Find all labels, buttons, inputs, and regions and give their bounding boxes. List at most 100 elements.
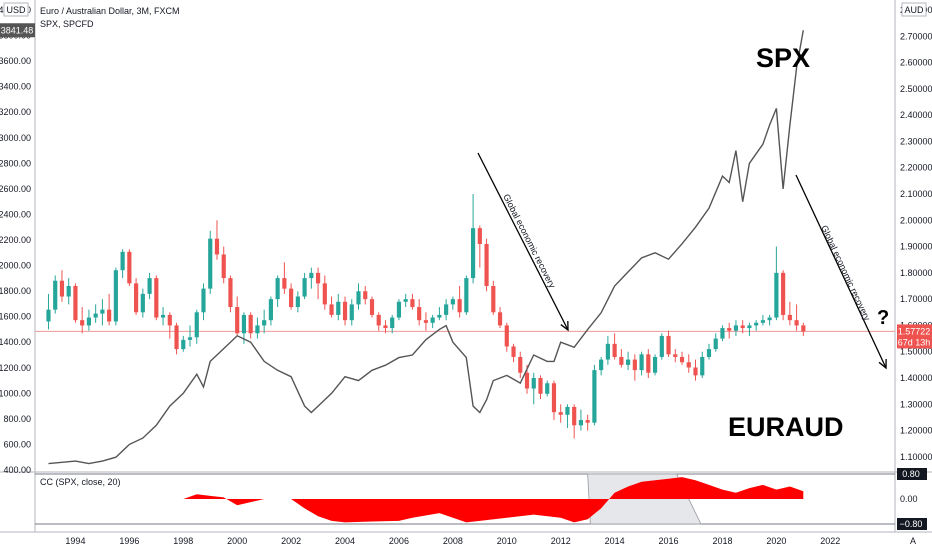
candle-body xyxy=(120,251,125,271)
candle xyxy=(356,283,361,310)
candle-body xyxy=(497,312,503,326)
candle-body xyxy=(477,228,482,244)
right-tick-label: 2.70000 xyxy=(900,31,932,41)
candle-body xyxy=(538,378,543,394)
left-tick-label: 2400.00 xyxy=(0,209,31,219)
candle-body xyxy=(774,272,779,318)
candle-body xyxy=(255,325,260,334)
candle xyxy=(194,309,199,344)
candle-body xyxy=(484,243,489,286)
right-tick-label: 2.40000 xyxy=(900,110,932,120)
candle-body xyxy=(801,325,806,332)
candle xyxy=(221,246,226,284)
candle-body xyxy=(430,317,435,323)
right-last-value: 1.57722 xyxy=(898,326,931,336)
candle xyxy=(659,333,664,360)
candle xyxy=(518,351,523,378)
left-tick-label: 2200.00 xyxy=(0,235,31,245)
candle-body xyxy=(417,307,422,321)
candle-body xyxy=(59,280,65,297)
candle-body xyxy=(781,272,786,315)
candle-body xyxy=(572,406,577,426)
candle-body xyxy=(134,283,139,313)
candle-body xyxy=(612,343,617,357)
left-tick-label: 800.00 xyxy=(3,414,31,424)
x-tick-label: 2006 xyxy=(389,536,409,546)
candle-body xyxy=(140,293,145,313)
candle xyxy=(275,275,280,308)
spx-line xyxy=(48,30,804,465)
candle-body xyxy=(268,299,273,321)
candle xyxy=(484,238,489,292)
candle xyxy=(167,312,172,339)
cc-area xyxy=(183,477,804,523)
candle-body xyxy=(632,359,637,371)
candle-body xyxy=(187,337,193,340)
candle xyxy=(73,283,78,323)
candle xyxy=(686,354,691,373)
candle-body xyxy=(208,238,213,289)
candle xyxy=(713,333,718,352)
candle xyxy=(410,293,415,310)
auto-scale-button[interactable]: A xyxy=(910,536,916,546)
candle-body xyxy=(747,325,752,329)
right-tick-label: 1.20000 xyxy=(900,426,932,436)
right-unit-label: AUD xyxy=(904,5,924,15)
candle xyxy=(113,267,118,326)
candle xyxy=(329,296,334,318)
candle xyxy=(235,296,240,336)
candle xyxy=(477,225,482,268)
candle-body xyxy=(363,291,368,300)
candle xyxy=(538,375,543,400)
candle-body xyxy=(679,356,685,363)
candle xyxy=(255,317,260,339)
candle-body xyxy=(248,314,253,334)
candle-body xyxy=(767,317,772,321)
candle-body xyxy=(302,278,307,297)
candle-body xyxy=(309,272,314,279)
candle-body xyxy=(720,328,725,339)
euraud-annotation: EURAUD xyxy=(728,412,844,442)
candle-body xyxy=(295,296,300,308)
candle-body xyxy=(73,286,78,321)
right-tick-label: 2.60000 xyxy=(900,58,932,68)
candle xyxy=(693,359,698,381)
candle xyxy=(706,343,712,360)
candle xyxy=(336,293,341,321)
right-unit-badge[interactable] xyxy=(901,2,927,17)
candle xyxy=(93,304,98,323)
candle-body xyxy=(760,320,765,323)
candle xyxy=(46,293,51,330)
candle-body xyxy=(605,343,610,360)
candle xyxy=(585,414,590,431)
candle xyxy=(127,249,132,286)
x-tick-label: 2000 xyxy=(227,536,247,546)
spx-annotation: SPX xyxy=(756,43,810,73)
candle-body xyxy=(639,354,644,371)
overlay-title: SPX, SPCFD xyxy=(40,19,94,29)
candle-body xyxy=(181,339,186,350)
candle xyxy=(214,220,220,260)
candle-body xyxy=(322,283,327,305)
candle-body xyxy=(531,378,536,389)
candle xyxy=(700,351,705,378)
candle xyxy=(322,275,327,310)
candle xyxy=(262,309,267,334)
candle xyxy=(59,270,65,302)
candle xyxy=(774,246,779,321)
left-unit-badge[interactable] xyxy=(3,2,29,17)
candle-body xyxy=(686,362,691,368)
candle xyxy=(383,320,388,334)
candle-body xyxy=(794,320,799,326)
candle xyxy=(423,312,428,331)
candle xyxy=(187,325,193,347)
left-tick-label: 3000.00 xyxy=(0,133,31,143)
candle-body xyxy=(578,420,584,426)
candle-body xyxy=(585,420,590,423)
arrow-2 xyxy=(795,174,887,370)
candle xyxy=(565,404,570,428)
candle-body xyxy=(349,304,354,321)
candle-body xyxy=(727,328,732,331)
x-tick-label: 2018 xyxy=(712,536,732,546)
candle-body xyxy=(86,317,92,326)
